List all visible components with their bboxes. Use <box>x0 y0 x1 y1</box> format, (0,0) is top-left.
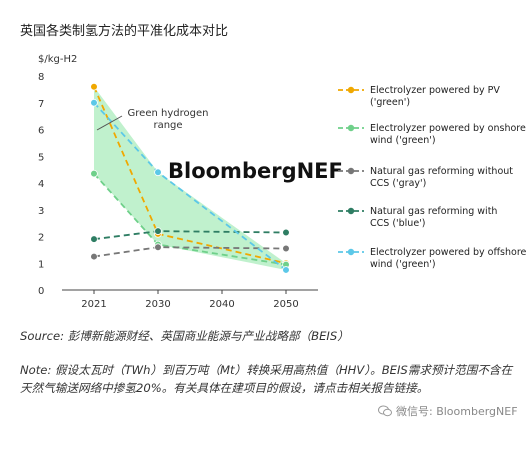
y-tick-label: 4 <box>38 179 44 190</box>
legend-marker <box>347 167 355 175</box>
watermark: 微信号: BloombergNEF <box>378 403 518 419</box>
x-tick-label: 2040 <box>209 299 234 310</box>
data-point <box>90 169 98 178</box>
wechat-icon <box>378 405 392 417</box>
data-point <box>90 235 98 243</box>
annotation-pointer <box>96 115 123 131</box>
chart-title: 英国各类制氢方法的平准化成本对比 <box>20 24 229 39</box>
legend-marker <box>347 86 355 94</box>
green-range-band <box>94 86 286 270</box>
legend-label: Electrolyzer powered by onshore <box>370 123 526 134</box>
data-point <box>90 252 98 261</box>
data-point <box>282 266 290 274</box>
brand-logo: BloombergNEF <box>168 159 343 183</box>
levelized-cost-chart: 0 1 2 3 4 5 6 7 8 $/kg-H2 2021 2030 2040 2050 Green hy… <box>38 54 527 310</box>
data-point <box>154 243 162 252</box>
footnote: Note: 假设太瓦时（TWh）到百万吨（Mt）转换采用高热值（HHV）。BEI… <box>20 363 513 395</box>
y-tick-label: 2 <box>38 233 44 244</box>
annotation-line-2: range <box>153 120 182 131</box>
x-tick-label: 2021 <box>81 299 106 310</box>
x-tick-label: 2030 <box>145 299 170 310</box>
legend-label-cont: CCS ('blue') <box>370 218 426 229</box>
legend-label-cont: wind ('green') <box>370 135 436 146</box>
y-tick-label: 1 <box>38 259 44 270</box>
y-tick-label: 6 <box>38 126 44 137</box>
data-point <box>90 82 98 91</box>
data-point <box>282 228 290 237</box>
y-axis-label: $/kg-H2 <box>38 54 77 65</box>
annotation-line-1: Green hydrogen <box>128 108 209 119</box>
source-note: Source: 彭博新能源财经、英国商业能源与产业战略部（BEIS） <box>20 329 349 343</box>
x-tick-label: 2050 <box>273 299 298 310</box>
data-point <box>154 227 162 235</box>
legend-label-cont: ('green') <box>370 97 410 108</box>
data-point <box>282 244 290 253</box>
legend-label-cont: CCS ('gray') <box>370 178 426 189</box>
legend-marker <box>347 248 355 256</box>
y-tick-label: 8 <box>38 72 44 83</box>
legend-marker <box>347 124 355 132</box>
y-tick-label: 0 <box>38 286 44 297</box>
y-tick-label: 5 <box>38 152 44 163</box>
legend-label: Natural gas reforming with <box>370 206 497 217</box>
legend-label-cont: wind ('green') <box>370 259 436 270</box>
y-tick-label: 3 <box>38 206 44 217</box>
legend-marker <box>347 207 355 215</box>
legend-label: Natural gas reforming without <box>370 166 513 177</box>
y-tick-label: 7 <box>38 99 44 110</box>
legend-label: Electrolyzer powered by PV <box>370 85 500 96</box>
data-point <box>154 168 162 177</box>
legend-label: Electrolyzer powered by offshore <box>370 247 527 258</box>
data-point <box>90 98 98 107</box>
watermark-text: 微信号: BloombergNEF <box>396 405 518 418</box>
